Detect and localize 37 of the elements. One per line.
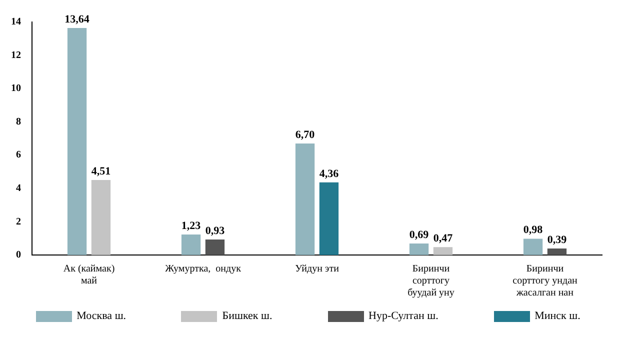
y-tick-label: 2 xyxy=(16,216,21,228)
x-tick-label: Ак (каймак) май xyxy=(63,264,115,287)
y-tick-label: 8 xyxy=(16,116,21,128)
legend-label: Минск ш. xyxy=(534,310,580,322)
x-tick-label: Уйдун эти xyxy=(295,264,340,275)
bar xyxy=(67,28,87,255)
data-label: 0,69 xyxy=(409,228,430,241)
bar xyxy=(205,240,225,255)
data-label: 0,93 xyxy=(205,224,226,237)
y-tick-label: 6 xyxy=(16,150,21,161)
bar xyxy=(91,180,111,255)
data-label: 6,70 xyxy=(295,128,316,141)
data-label: 4,51 xyxy=(91,165,111,178)
legend-label: Нур-Султан ш. xyxy=(368,310,438,322)
bar xyxy=(547,248,567,255)
x-tick-label: Жумуртка, ондук xyxy=(165,264,242,275)
data-label: 0,98 xyxy=(523,224,544,236)
y-tick-label: 4 xyxy=(16,183,21,194)
bar xyxy=(433,247,453,255)
data-label: 4,36 xyxy=(319,168,340,180)
data-label: 0,47 xyxy=(433,232,454,245)
y-tick-label: 14 xyxy=(11,16,21,28)
bar xyxy=(295,143,315,255)
bar xyxy=(181,234,201,255)
data-label: 1,23 xyxy=(181,220,202,232)
x-tick-label: Биринчи сорттогу ундан жасалган нан xyxy=(512,264,578,299)
y-tick-label: 10 xyxy=(11,83,21,94)
y-tick-label: 0 xyxy=(16,250,21,261)
x-tick-label: Биринчи сорттогу буудай уну xyxy=(408,264,454,299)
bar xyxy=(319,182,339,255)
bar xyxy=(409,244,429,255)
data-label: 13,64 xyxy=(64,13,90,26)
bar xyxy=(523,238,543,255)
legend-label: Бишкек ш. xyxy=(222,310,272,322)
data-label: 0,39 xyxy=(547,234,568,246)
y-tick-label: 12 xyxy=(11,50,21,61)
legend-label: Москва ш. xyxy=(76,310,126,322)
